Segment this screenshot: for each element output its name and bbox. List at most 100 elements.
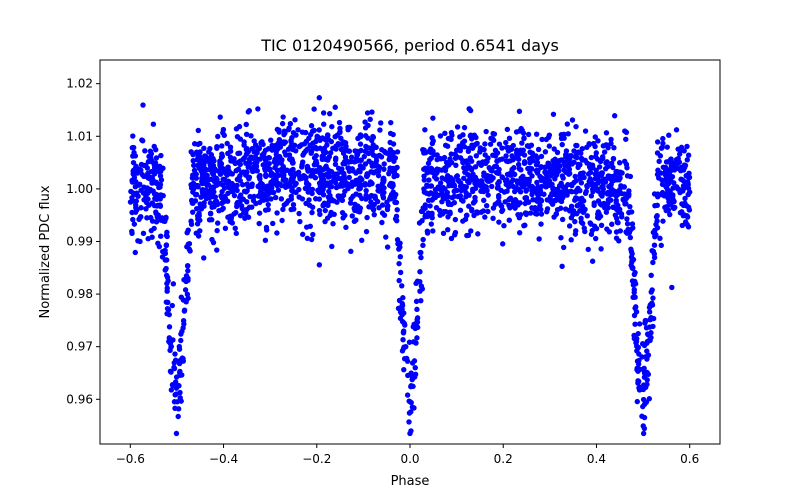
data-point: [257, 176, 263, 182]
data-point: [166, 324, 173, 330]
data-point: [137, 238, 143, 245]
data-point: [530, 196, 536, 203]
data-point: [563, 148, 570, 154]
data-point: [420, 236, 426, 243]
data-point: [394, 217, 400, 224]
data-point: [495, 183, 501, 190]
data-point: [525, 131, 532, 138]
data-point: [274, 179, 280, 186]
data-point: [280, 206, 286, 213]
data-point: [190, 209, 196, 215]
data-point: [461, 164, 467, 171]
data-point: [532, 210, 539, 217]
data-point: [378, 154, 385, 160]
data-point: [129, 209, 135, 216]
data-point: [666, 132, 672, 138]
data-point: [517, 211, 524, 218]
data-point: [449, 194, 456, 201]
data-point: [591, 200, 597, 206]
data-point: [642, 320, 648, 326]
data-point: [598, 246, 604, 252]
data-point: [608, 136, 614, 143]
data-point: [254, 150, 260, 156]
y-tick-label: 0.98: [66, 287, 93, 301]
data-point: [632, 305, 638, 311]
data-point: [193, 191, 200, 198]
data-point: [610, 178, 616, 184]
data-point: [536, 236, 542, 242]
data-point: [566, 159, 573, 166]
data-point: [613, 200, 619, 206]
data-point: [579, 146, 585, 152]
data-point: [378, 120, 384, 126]
data-point: [335, 165, 342, 172]
data-point: [267, 189, 273, 196]
data-point: [222, 225, 229, 232]
data-point: [638, 386, 644, 393]
data-point: [163, 272, 170, 279]
data-point: [601, 149, 608, 155]
data-point: [466, 203, 472, 209]
data-point: [559, 141, 565, 148]
data-point: [209, 236, 215, 243]
data-point: [491, 131, 498, 137]
data-point: [357, 141, 364, 147]
data-point: [451, 188, 457, 195]
data-point: [603, 165, 609, 172]
data-point: [287, 121, 294, 127]
data-point: [575, 161, 582, 168]
data-point: [156, 243, 163, 250]
data-point: [527, 210, 534, 216]
data-point: [441, 165, 448, 171]
data-point: [381, 189, 387, 196]
data-point: [662, 169, 669, 175]
data-point: [157, 233, 164, 239]
data-point: [309, 204, 316, 210]
data-point: [166, 335, 172, 341]
data-point: [339, 209, 346, 216]
data-point: [345, 127, 351, 133]
data-point: [340, 215, 346, 221]
data-point: [635, 344, 642, 351]
data-point: [482, 214, 488, 220]
data-point: [247, 193, 253, 200]
data-point: [227, 148, 234, 154]
data-point: [144, 215, 150, 221]
data-point: [505, 158, 511, 165]
x-tick-label: 0.0: [400, 452, 419, 466]
data-point: [453, 162, 459, 168]
data-point: [461, 175, 467, 181]
data-point: [214, 247, 220, 253]
data-point: [667, 211, 673, 218]
data-point: [140, 138, 146, 144]
data-point: [577, 175, 584, 182]
data-point: [222, 193, 228, 200]
data-point: [485, 208, 491, 215]
data-point: [679, 222, 685, 229]
data-point: [406, 339, 413, 345]
data-point: [603, 130, 610, 136]
data-point: [655, 191, 661, 197]
data-point: [333, 184, 340, 191]
x-axis-label: Phase: [391, 474, 430, 489]
x-tick-label: 0.6: [680, 452, 699, 466]
data-point: [613, 193, 619, 199]
data-point: [320, 147, 326, 153]
data-point: [575, 149, 582, 155]
data-point: [176, 346, 183, 352]
data-point: [630, 256, 637, 263]
data-point: [506, 202, 512, 208]
data-point: [582, 190, 589, 197]
data-point: [586, 161, 593, 168]
data-point: [493, 169, 500, 176]
data-point: [255, 106, 261, 112]
data-point: [430, 115, 436, 121]
data-point: [369, 180, 375, 187]
data-point: [566, 223, 573, 229]
data-point: [347, 200, 354, 206]
data-point: [364, 110, 371, 116]
data-point: [571, 179, 577, 186]
data-point: [178, 294, 185, 300]
data-point: [595, 138, 601, 144]
data-point: [138, 161, 145, 168]
